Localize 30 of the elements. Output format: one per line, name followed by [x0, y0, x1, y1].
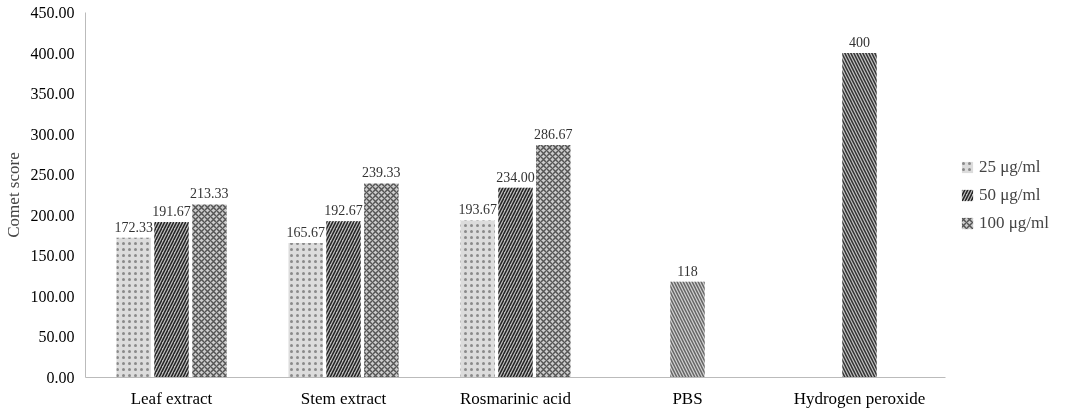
x-tick-label: Stem extract: [300, 388, 387, 408]
y-tick-label: 250.00: [30, 166, 75, 184]
legend-label: 100 μg/ml: [979, 212, 1050, 233]
data-label: 191.67: [152, 204, 191, 220]
x-tick-label: PBS: [672, 388, 703, 408]
data-label: 400: [849, 35, 870, 51]
data-label: 286.67: [534, 126, 573, 142]
y-tick-label: 350.00: [30, 85, 75, 103]
y-tick-label: 50.00: [38, 328, 75, 346]
data-label: 213.33: [190, 186, 229, 202]
y-tick-label: 100.00: [30, 287, 75, 305]
legend-label: 25 μg/ml: [979, 156, 1041, 177]
x-tick-label: Hydrogen peroxide: [793, 388, 926, 408]
legend-label: 50 μg/ml: [979, 184, 1041, 205]
y-axis-title: Comet score: [3, 152, 23, 238]
data-label: 165.67: [286, 225, 325, 241]
data-label: 192.67: [324, 203, 363, 219]
data-label: 239.33: [362, 165, 401, 181]
y-tick-label: 150.00: [30, 247, 75, 265]
y-tick-label: 0.00: [46, 369, 75, 386]
y-tick-label: 300.00: [30, 125, 75, 143]
data-label: 172.33: [114, 219, 153, 235]
y-tick-label: 400.00: [30, 44, 75, 62]
data-label: 193.67: [458, 202, 497, 218]
y-tick-label: 450.00: [30, 4, 75, 21]
data-label: 234.00: [496, 169, 535, 185]
y-tick-label: 200.00: [30, 206, 75, 224]
x-tick-label: Leaf extract: [130, 388, 213, 408]
data-label: 118: [677, 263, 698, 279]
x-tick-label: Rosmarinic acid: [460, 388, 572, 408]
